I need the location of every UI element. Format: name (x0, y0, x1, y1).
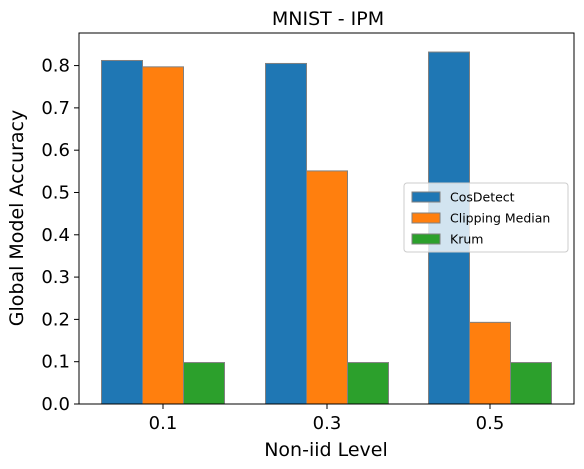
y-tick-label: 0.3 (41, 267, 70, 288)
y-tick-label: 0.4 (41, 225, 70, 246)
legend-swatch-cosdetect (411, 191, 441, 203)
legend-label-cosdetect: CosDetect (450, 190, 515, 205)
bar-clipping-median-0.1 (142, 66, 184, 405)
x-axis-label: Non-iid Level (264, 439, 388, 461)
bar-krum-0.1 (183, 362, 225, 405)
y-tick-label: 0.1 (41, 352, 70, 373)
y-tick-label: 0.6 (41, 140, 70, 161)
bar-krum-0.5 (510, 362, 552, 405)
bar-krum-0.3 (347, 362, 389, 405)
legend-box (403, 182, 569, 253)
x-tick-label: 0.1 (149, 413, 178, 434)
legend-swatch-krum (411, 233, 441, 245)
y-axis: 0.0 0.1 0.2 0.3 0.4 0.5 0.6 0.7 0.8 (41, 56, 79, 415)
bar-cosdetect-0.1 (101, 59, 143, 405)
y-axis-label: Global Model Accuracy (6, 110, 28, 326)
x-axis: 0.1 0.3 0.5 (149, 404, 505, 434)
y-tick-label: 0.5 (41, 182, 70, 203)
x-tick-label: 0.3 (313, 413, 342, 434)
y-tick-label: 0.7 (41, 98, 70, 119)
legend-label-krum: Krum (450, 232, 483, 247)
legend-label-clipping-median: Clipping Median (450, 211, 550, 226)
y-tick-label: 0.0 (41, 394, 70, 415)
y-tick-label: 0.2 (41, 309, 70, 330)
y-tick-label: 0.8 (41, 56, 70, 77)
legend: CosDetect Clipping Median Krum (403, 182, 569, 253)
legend-swatch-clipping-median (411, 212, 441, 224)
chart-title: MNIST - IPM (272, 8, 384, 30)
bar-clipping-median-0.5 (469, 321, 511, 405)
bar-clipping-median-0.3 (306, 170, 348, 405)
bar-cosdetect-0.3 (265, 62, 307, 405)
x-tick-label: 0.5 (476, 413, 505, 434)
